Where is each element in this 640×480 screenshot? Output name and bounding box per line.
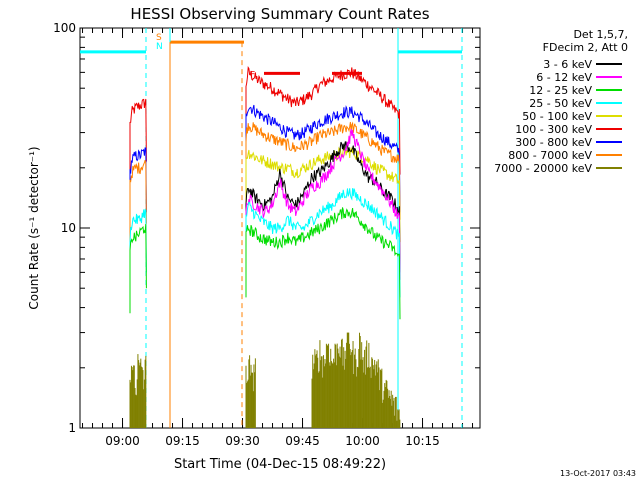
flare-label: F: [250, 70, 255, 80]
legend-label: 100 - 300 keV: [515, 123, 592, 136]
series-line: [129, 98, 147, 185]
y-tick-label: 1: [68, 421, 76, 435]
series-line: [129, 224, 147, 314]
y-tick-label: 10: [61, 221, 76, 235]
night-label: N: [156, 42, 163, 52]
series-line: [245, 188, 401, 298]
legend-label: 25 - 50 keV: [529, 97, 592, 110]
series-line: [129, 147, 147, 233]
plot-area: 1 10 100 09:00 09:15 09:30 09:45 10:00 10:15 SN F: [53, 21, 481, 448]
x-tick-label: 09:30: [225, 434, 260, 448]
x-tick-label: 09:45: [285, 434, 320, 448]
series-5: [245, 128, 401, 280]
y-axis-label: Count Rate (s⁻¹ detector⁻¹): [27, 146, 41, 309]
series-8: [129, 332, 401, 428]
legend-label: 7000 - 20000 keV: [494, 162, 592, 175]
series-line: [245, 104, 401, 213]
legend-label: 6 - 12 keV: [536, 71, 592, 84]
series-6: [129, 188, 401, 298]
series-line: [129, 159, 147, 243]
series-1: [129, 104, 401, 233]
y-tick-label: 100: [53, 21, 76, 35]
footer-date: 13-Oct-2017 03:43: [560, 469, 636, 478]
x-axis-label: Start Time (04-Dec-15 08:49:22): [174, 457, 386, 472]
legend-label: 50 - 100 keV: [522, 110, 592, 123]
legend-label: 300 - 800 keV: [515, 136, 592, 149]
series-line: [245, 145, 401, 243]
saa-label: S: [156, 33, 162, 43]
series-line: [245, 121, 401, 220]
legend-header: Det 1,5,7,: [573, 28, 628, 41]
series-line: [245, 65, 401, 175]
legend-label: 800 - 7000 keV: [508, 149, 592, 162]
series-line: [129, 208, 147, 298]
series-line: [245, 207, 401, 320]
series-0: [129, 65, 401, 185]
x-tick-label: 09:00: [105, 434, 140, 448]
series-line: [245, 128, 401, 280]
series-3: [245, 145, 401, 243]
legend-label: 12 - 25 keV: [529, 84, 592, 97]
x-tick-label: 10:00: [345, 434, 380, 448]
series-7: [129, 207, 401, 320]
legend-label: 3 - 6 keV: [543, 58, 592, 71]
series-2: [129, 121, 401, 243]
chart-title: HESSI Observing Summary Count Rates: [130, 5, 429, 23]
x-tick-label: 10:15: [405, 434, 440, 448]
x-tick-label: 09:15: [165, 434, 200, 448]
legend-header: FDecim 2, Att 0: [543, 41, 628, 54]
